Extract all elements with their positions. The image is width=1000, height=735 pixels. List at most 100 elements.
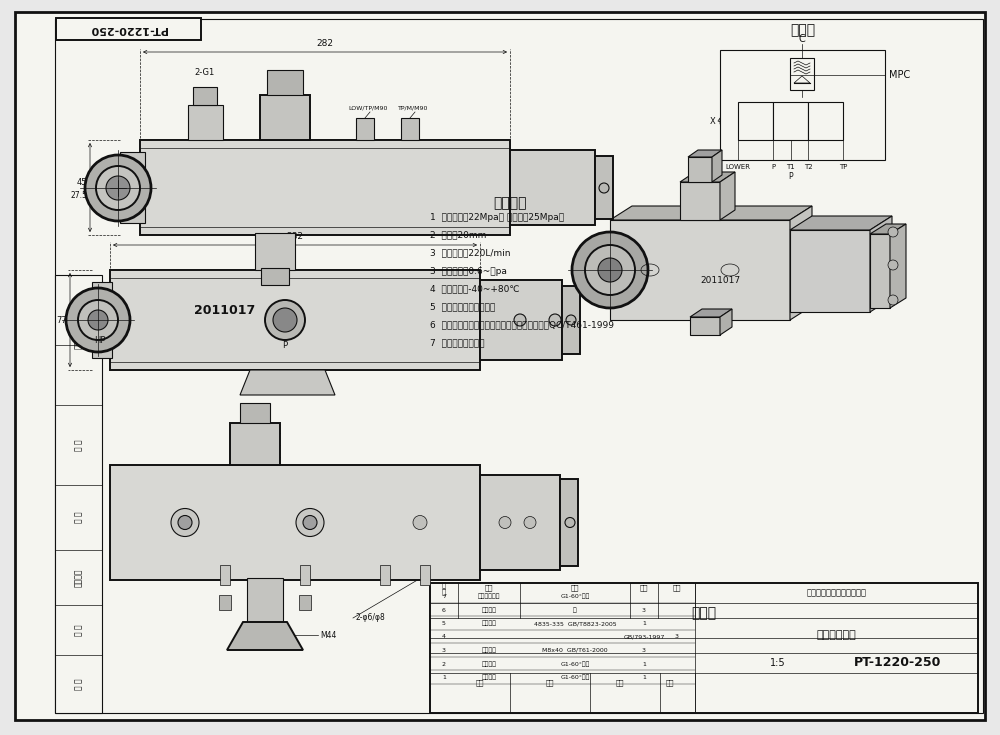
Text: 锁: 锁 bbox=[573, 607, 577, 613]
Circle shape bbox=[514, 314, 526, 326]
Bar bbox=[260, 95, 310, 140]
Bar bbox=[790, 58, 814, 90]
Text: P: P bbox=[282, 340, 288, 350]
Text: 材料: 材料 bbox=[672, 585, 681, 591]
Bar bbox=[110, 270, 480, 370]
Bar bbox=[267, 70, 303, 95]
Text: PT-1220-250: PT-1220-250 bbox=[89, 24, 167, 34]
Text: 设计: 设计 bbox=[476, 680, 484, 686]
Bar bbox=[92, 282, 112, 358]
Text: 过渡接头: 过渡接头 bbox=[482, 620, 496, 626]
Text: 流通阀体: 流通阀体 bbox=[482, 675, 496, 681]
Circle shape bbox=[178, 515, 192, 529]
Bar bbox=[430, 583, 978, 713]
Text: 1: 1 bbox=[642, 675, 646, 680]
Bar bbox=[55, 275, 102, 713]
Bar bbox=[720, 50, 885, 160]
Bar bbox=[356, 118, 374, 140]
Text: G1-60°外螺: G1-60°外螺 bbox=[560, 662, 590, 667]
Text: 批 准: 批 准 bbox=[74, 678, 83, 690]
Bar bbox=[870, 234, 890, 308]
Text: 2  逐量：20mm: 2 逐量：20mm bbox=[430, 231, 486, 240]
Text: 技术要求: 技术要求 bbox=[74, 331, 83, 349]
Polygon shape bbox=[870, 216, 892, 312]
Circle shape bbox=[566, 315, 576, 325]
Text: TP: TP bbox=[839, 164, 847, 170]
Text: 3: 3 bbox=[442, 648, 446, 653]
Text: 4  工作温度：-40~+80℃: 4 工作温度：-40~+80℃ bbox=[430, 284, 520, 293]
Text: 常州强健液压元件有限公司: 常州强健液压元件有限公司 bbox=[806, 589, 866, 598]
Text: M44: M44 bbox=[320, 631, 336, 639]
Text: TP/M/M90: TP/M/M90 bbox=[398, 105, 428, 110]
Circle shape bbox=[549, 314, 561, 326]
Circle shape bbox=[106, 176, 130, 200]
Text: 2011017: 2011017 bbox=[194, 304, 256, 317]
Bar bbox=[808, 102, 843, 140]
Polygon shape bbox=[720, 172, 735, 220]
Bar bbox=[247, 578, 283, 622]
Bar bbox=[562, 286, 580, 354]
Polygon shape bbox=[680, 172, 735, 182]
Bar bbox=[193, 87, 217, 105]
Text: 比例控制单元: 比例控制单元 bbox=[817, 630, 856, 640]
Text: 5  工作介质：抗磨液压油: 5 工作介质：抗磨液压油 bbox=[430, 303, 495, 312]
Text: P: P bbox=[771, 164, 775, 170]
Text: X: X bbox=[710, 117, 716, 126]
Bar bbox=[380, 565, 390, 585]
Text: 1: 1 bbox=[642, 621, 646, 626]
Text: LOW/TP/M90: LOW/TP/M90 bbox=[348, 105, 388, 110]
Text: 锁紧螺母: 锁紧螺母 bbox=[482, 607, 496, 613]
Polygon shape bbox=[688, 150, 722, 157]
Circle shape bbox=[888, 295, 898, 305]
Text: 3: 3 bbox=[642, 648, 646, 653]
Circle shape bbox=[499, 517, 511, 528]
Bar bbox=[773, 102, 808, 140]
Text: M8x40  GB/T61-2000: M8x40 GB/T61-2000 bbox=[542, 648, 608, 653]
Text: 组合件: 组合件 bbox=[691, 606, 717, 620]
Bar bbox=[110, 465, 480, 580]
Text: 2-G1: 2-G1 bbox=[195, 68, 215, 77]
Text: 6: 6 bbox=[442, 608, 446, 612]
Text: 1:5: 1:5 bbox=[770, 658, 786, 668]
Circle shape bbox=[572, 232, 648, 308]
Text: 10: 10 bbox=[205, 295, 215, 304]
Circle shape bbox=[78, 300, 118, 340]
Bar bbox=[688, 157, 712, 182]
Circle shape bbox=[273, 308, 297, 332]
Bar bbox=[300, 565, 310, 585]
Bar bbox=[510, 150, 595, 225]
Text: 审核: 审核 bbox=[546, 680, 554, 686]
Text: LOWER: LOWER bbox=[726, 164, 750, 170]
Text: T1: T1 bbox=[786, 164, 795, 170]
Bar bbox=[560, 479, 578, 566]
Bar bbox=[255, 233, 295, 270]
Polygon shape bbox=[870, 224, 906, 234]
Text: 7: 7 bbox=[442, 594, 446, 599]
Circle shape bbox=[88, 310, 108, 330]
Text: 工艺: 工艺 bbox=[616, 680, 624, 686]
Text: 序
号: 序 号 bbox=[442, 581, 446, 595]
Polygon shape bbox=[712, 150, 722, 182]
Text: 2xG1: 2xG1 bbox=[254, 628, 276, 637]
Circle shape bbox=[413, 515, 427, 529]
Bar bbox=[56, 18, 201, 40]
Text: 3  额定流量：220L/min: 3 额定流量：220L/min bbox=[430, 248, 511, 257]
Text: 校 对: 校 对 bbox=[74, 512, 83, 523]
Text: 3-φ9: 3-φ9 bbox=[175, 282, 195, 292]
Text: 282: 282 bbox=[287, 232, 304, 241]
Text: 282: 282 bbox=[316, 39, 334, 48]
Polygon shape bbox=[610, 206, 812, 220]
Text: 1  额定压力：22Mpa， 滤液压力25Mpa。: 1 额定压力：22Mpa， 滤液压力25Mpa。 bbox=[430, 212, 564, 221]
Text: 27.5: 27.5 bbox=[70, 191, 87, 200]
Bar bbox=[140, 140, 510, 235]
Bar bbox=[480, 475, 560, 570]
Bar bbox=[188, 105, 223, 140]
Text: HP: HP bbox=[94, 335, 106, 345]
Bar bbox=[690, 317, 720, 335]
Circle shape bbox=[85, 155, 151, 221]
Polygon shape bbox=[720, 309, 732, 335]
Text: 60°: 60° bbox=[258, 640, 272, 650]
Text: 3: 3 bbox=[642, 608, 646, 612]
Bar bbox=[220, 565, 230, 585]
Circle shape bbox=[598, 258, 622, 282]
